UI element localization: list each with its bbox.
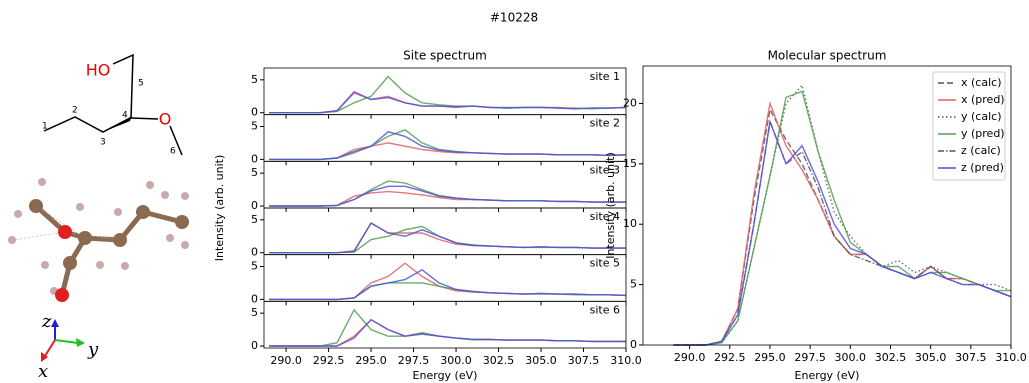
x-tick-label: 300.0: [835, 351, 867, 364]
series-line: [269, 320, 626, 346]
bond: [113, 55, 133, 118]
y-tick-label: 5: [251, 73, 258, 86]
y-tick-label: 0: [251, 106, 258, 119]
series-line: [269, 320, 626, 346]
atom-label: O: [159, 110, 172, 129]
x-tick-label: 305.0: [525, 354, 557, 367]
x-tick-label: 295.0: [754, 351, 786, 364]
y-tick-label: 0: [251, 199, 258, 212]
figure-title: #10228: [490, 11, 538, 25]
y-tick-label: 5: [630, 278, 637, 291]
site-label: site 1: [590, 70, 620, 83]
y-tick-label: 0: [251, 152, 258, 165]
atom-number: 4: [122, 111, 128, 121]
x-tick-label: 310.0: [995, 351, 1027, 364]
y-tick-label: 0: [251, 339, 258, 352]
atom-number: 6: [170, 147, 176, 157]
legend-label: x (calc): [961, 76, 1001, 89]
site-label: site 2: [590, 117, 620, 130]
y-tick-label: 5: [251, 166, 258, 179]
x-tick-label: 297.5: [794, 351, 826, 364]
atom-number: 3: [100, 138, 106, 148]
x-tick-label: 302.5: [875, 351, 907, 364]
y-tick-label: 5: [251, 119, 258, 132]
legend-label: z (calc): [961, 144, 1001, 157]
legend-label: y (pred): [961, 127, 1005, 140]
x-axis-label: Energy (eV): [795, 369, 860, 382]
atom-label: HO: [86, 61, 111, 80]
axis-label: y: [87, 339, 99, 360]
series-line: [269, 223, 626, 253]
x-tick-label: 292.5: [313, 354, 345, 367]
x-tick-label: 297.5: [398, 354, 430, 367]
molecule-2d: [44, 55, 182, 155]
x-tick-label: 295.0: [355, 354, 387, 367]
series-line: [269, 92, 626, 113]
legend-label: x (pred): [961, 93, 1005, 106]
atom-number: 1: [42, 122, 48, 132]
figure: #10228 HO O 1 2 3 4 5 6 z y x Site spect…: [0, 0, 1029, 383]
bond: [131, 118, 158, 119]
x-tick-label: 292.5: [714, 351, 746, 364]
y-tick-label: 5: [251, 259, 258, 272]
y-tick-label: 10: [623, 217, 637, 230]
x-tick-label: 305.0: [915, 351, 947, 364]
x-tick-label: 290.0: [270, 354, 302, 367]
site-label: site 6: [590, 303, 620, 316]
axis-label: x: [38, 361, 48, 382]
y-tick-label: 5: [251, 306, 258, 319]
x-tick-label: 302.5: [483, 354, 515, 367]
axis-label: z: [41, 311, 52, 332]
series-line: [269, 93, 626, 113]
x-tick-label: 307.5: [568, 354, 600, 367]
panel-title: Site spectrum: [403, 49, 487, 63]
series-line: [269, 223, 626, 253]
y-tick-label: 0: [251, 246, 258, 259]
y-tick-label: 5: [251, 213, 258, 226]
y-tick-label: 20: [623, 96, 637, 109]
y-tick-label: 0: [630, 338, 637, 351]
series-line: [269, 283, 626, 300]
y-tick-label: 15: [623, 157, 637, 170]
x-tick-label: 300.0: [440, 354, 472, 367]
atom-number: 2: [72, 106, 78, 116]
series-line: [269, 192, 626, 206]
y-axis-label: Intensity (arb. unit): [213, 155, 226, 262]
series-line: [269, 132, 626, 160]
atom-number: 5: [138, 79, 144, 89]
series-line: [269, 181, 626, 206]
molecule-3d: [8, 178, 189, 302]
x-tick-label: 310.0: [610, 354, 642, 367]
x-tick-label: 307.5: [955, 351, 987, 364]
x-tick-label: 290.0: [674, 351, 706, 364]
legend-label: y (calc): [961, 110, 1001, 123]
legend-label: z (pred): [961, 161, 1004, 174]
y-tick-label: 0: [251, 292, 258, 305]
y-axis-label: Intensity (arb. unit): [604, 152, 617, 259]
chart-title: Molecular spectrum: [768, 49, 887, 63]
x-axis-label: Energy (eV): [413, 369, 478, 382]
